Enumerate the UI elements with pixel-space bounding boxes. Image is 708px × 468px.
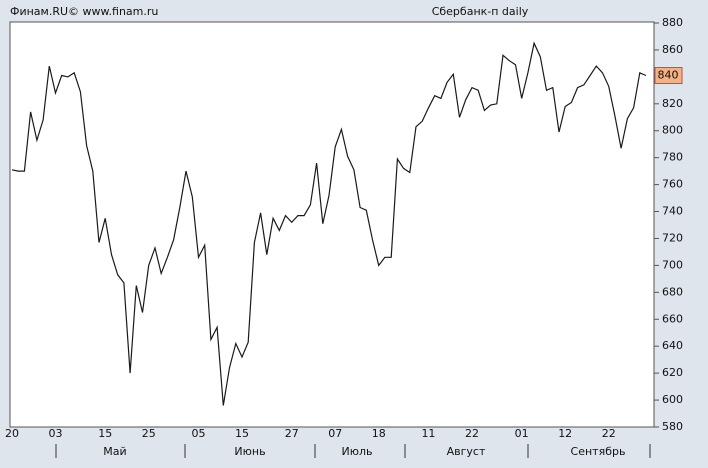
y-tick-label: 740 (662, 205, 683, 218)
y-tick-label: 780 (662, 151, 683, 164)
x-tick-label: 22 (465, 427, 479, 440)
y-tick-label: 820 (662, 97, 683, 110)
y-tick-label: 720 (662, 231, 683, 244)
month-label: Сентябрь (571, 445, 626, 458)
x-tick-label: 11 (421, 427, 435, 440)
last-price-label: 840 (658, 69, 679, 82)
y-tick-label: 580 (662, 420, 683, 433)
month-label: Июнь (234, 445, 265, 458)
x-tick-label: 27 (285, 427, 299, 440)
y-tick-label: 600 (662, 393, 683, 406)
y-tick-label: 880 (662, 16, 683, 29)
x-tick-label: 15 (235, 427, 249, 440)
y-tick-label: 660 (662, 312, 683, 325)
x-tick-label: 01 (515, 427, 529, 440)
chart-title: Сбербанк-п daily (432, 5, 529, 18)
x-tick-label: 15 (98, 427, 112, 440)
month-label: Июль (341, 445, 372, 458)
x-tick-label: 12 (558, 427, 572, 440)
x-tick-label: 25 (142, 427, 156, 440)
x-tick-label: 03 (49, 427, 63, 440)
y-tick-label: 640 (662, 339, 683, 352)
price-line (11, 41, 647, 406)
y-tick-label: 680 (662, 285, 683, 298)
x-tick-label: 07 (328, 427, 342, 440)
y-tick-label: 700 (662, 258, 683, 271)
x-tick-label: 18 (372, 427, 386, 440)
month-label: Май (103, 445, 126, 458)
y-tick-label: 620 (662, 366, 683, 379)
y-tick-label: 860 (662, 43, 683, 56)
source: Финам.RU© www.finam.ru (10, 5, 158, 18)
x-tick-label: 22 (602, 427, 616, 440)
x-tick-label: 05 (191, 427, 205, 440)
y-tick-label: 760 (662, 178, 683, 191)
y-tick-label: 800 (662, 124, 683, 137)
x-tick-label: 20 (5, 427, 19, 440)
last-price-box (654, 67, 683, 85)
month-label: Август (447, 445, 486, 458)
